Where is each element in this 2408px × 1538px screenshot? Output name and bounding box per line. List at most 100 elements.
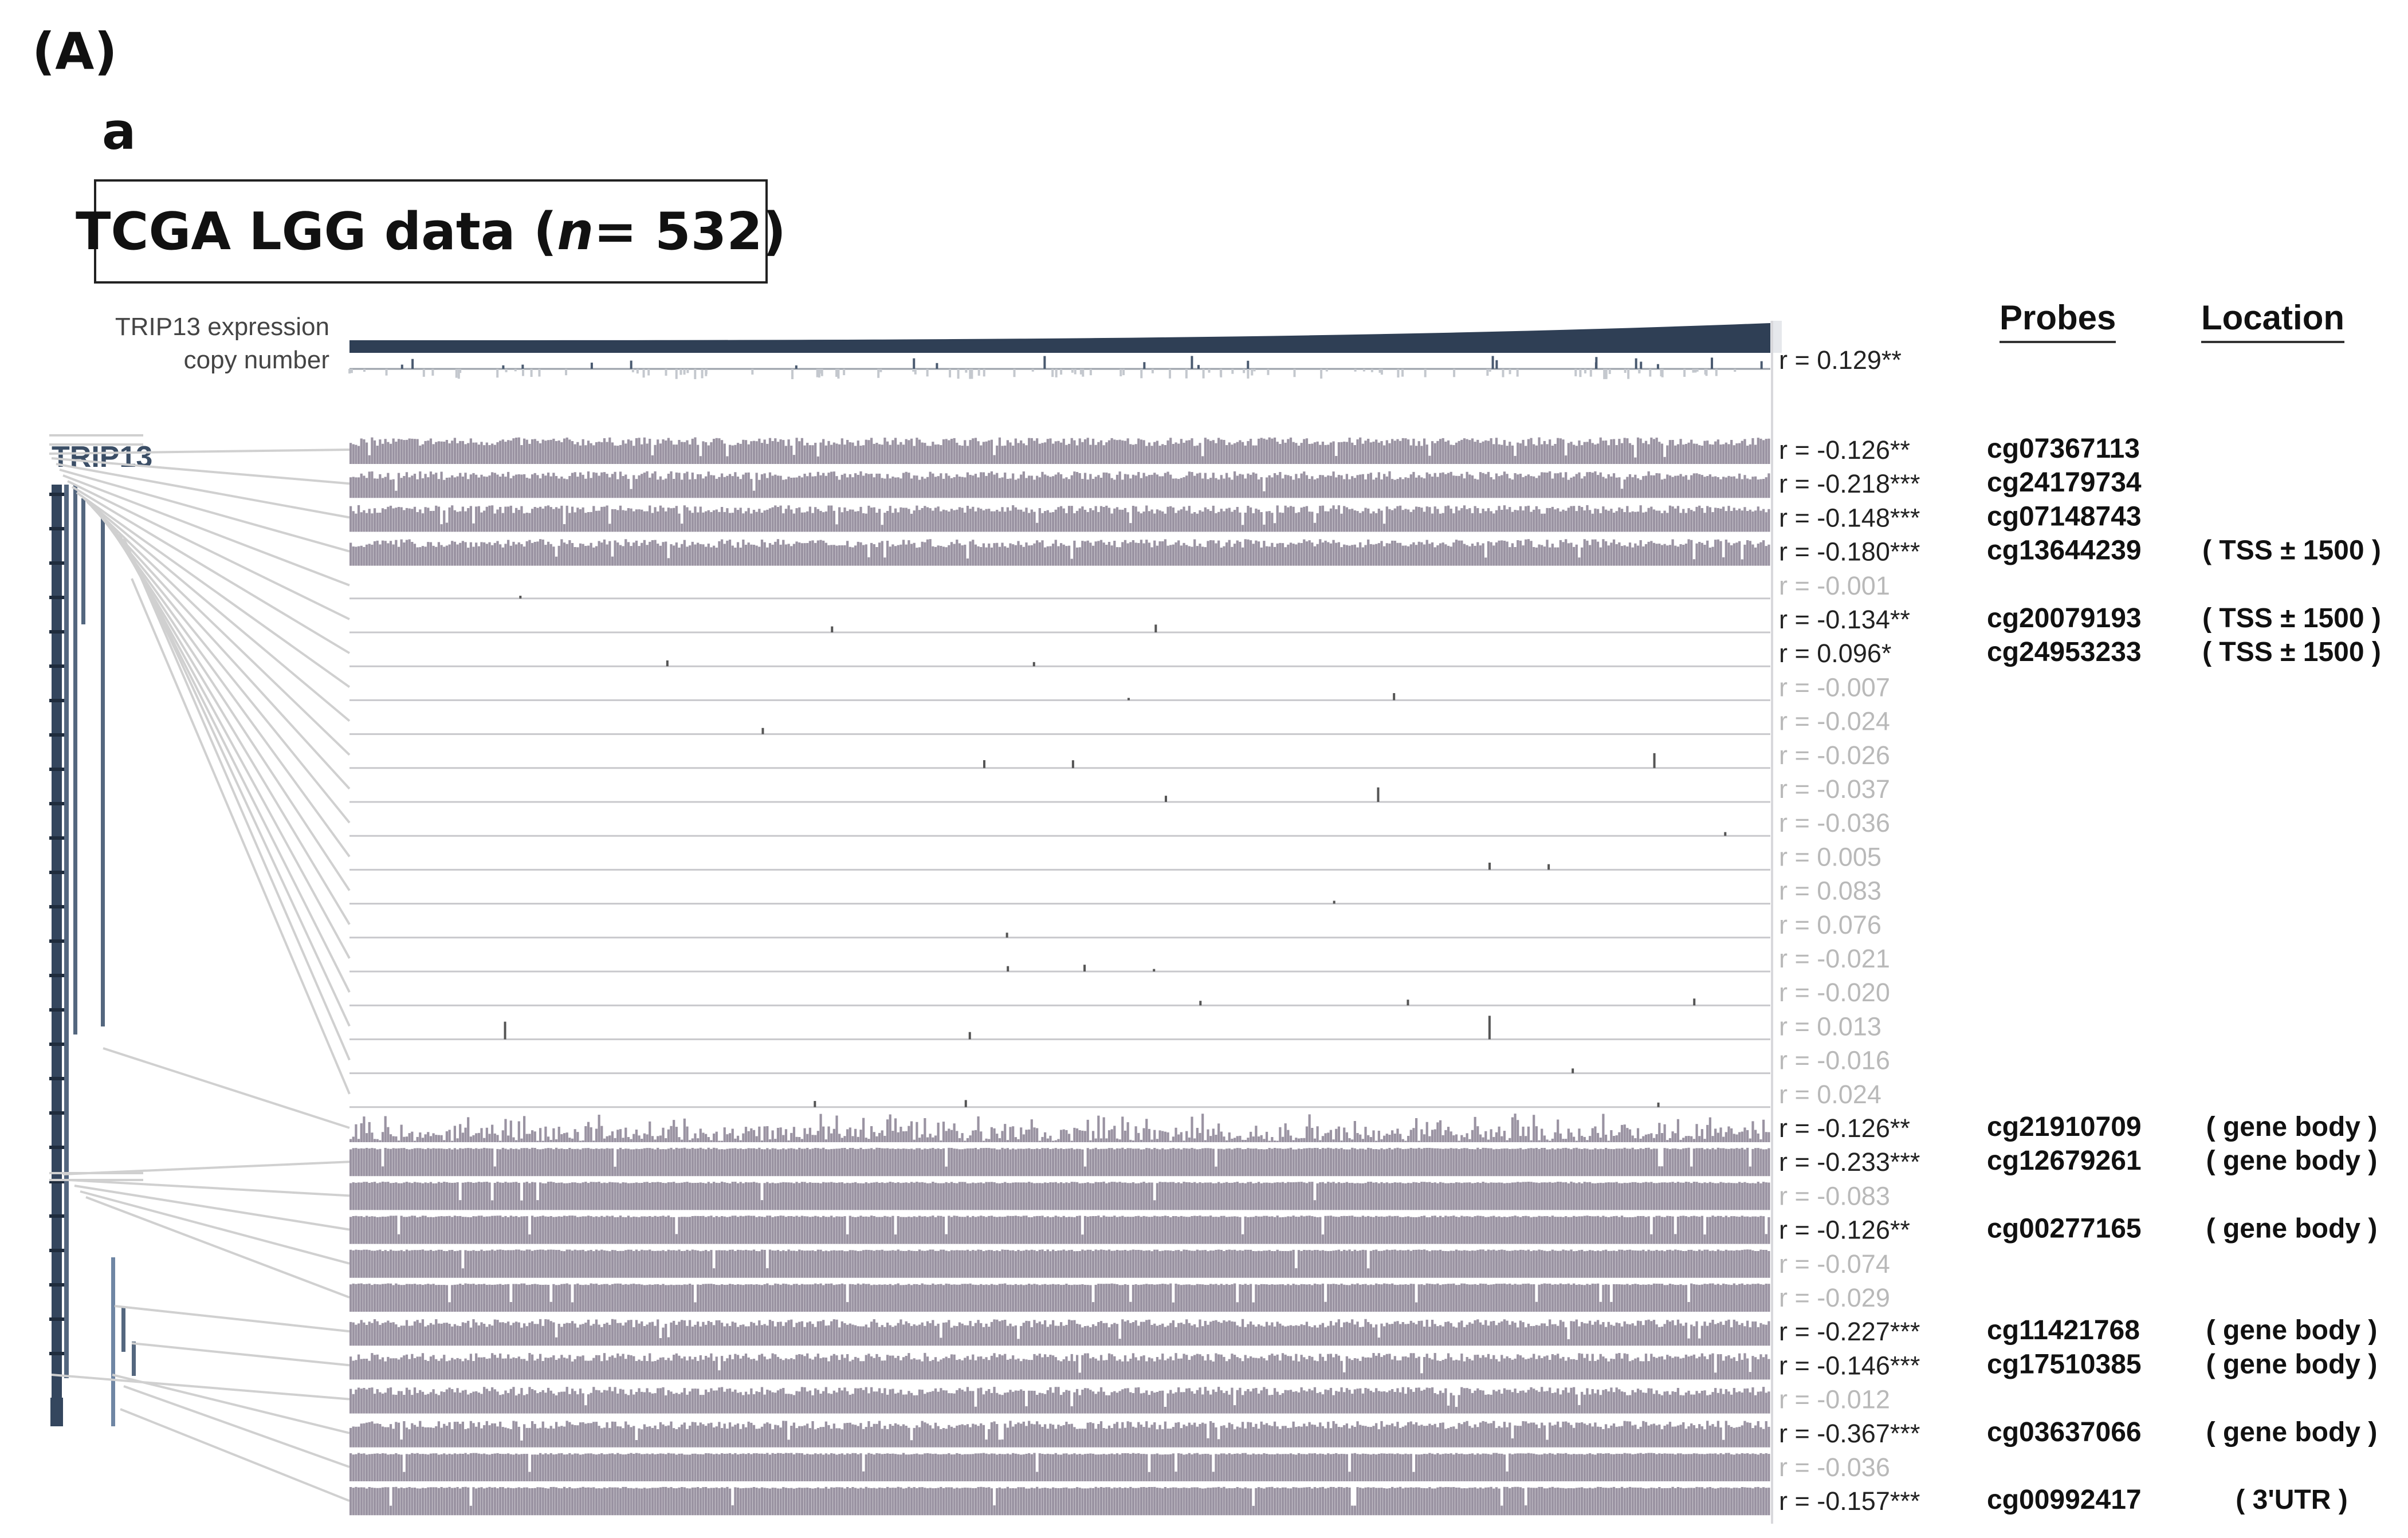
probe-connector <box>85 1196 350 1299</box>
correlation-label: r = -0.218*** <box>1779 469 1920 498</box>
methylation-bars <box>349 539 1770 566</box>
methylation-spike <box>1153 969 1156 971</box>
transcript-4 <box>81 498 85 624</box>
probe-id: cg07367113 <box>1987 434 2140 464</box>
transcript-7 <box>121 1306 125 1352</box>
methylation-spike <box>964 1100 967 1107</box>
correlation-label: r = -0.146*** <box>1779 1351 1920 1380</box>
correlation-label: r = 0.076 <box>1779 910 1881 939</box>
probe-connector <box>62 474 350 587</box>
probe-connector <box>80 1190 350 1265</box>
probe-connector <box>120 1408 350 1502</box>
correlation-label: r = -0.180*** <box>1779 537 1920 567</box>
exon-mark <box>49 1317 64 1321</box>
methylation-spike <box>1488 1016 1491 1040</box>
methylation-spike <box>1572 1068 1574 1073</box>
correlation-label: r = -0.367*** <box>1779 1419 1920 1448</box>
methylation-bars <box>349 505 1770 532</box>
correlation-label: r = -0.036 <box>1779 1453 1890 1482</box>
exon-mark <box>49 1214 64 1218</box>
exon-mark <box>49 733 64 737</box>
transcript-2 <box>64 485 69 1378</box>
probe-row: r = -0.157*** cg00992417 ( 3'UTR ) <box>120 1408 2348 1516</box>
methylation-spike <box>1007 966 1009 971</box>
methylation-spike <box>968 1032 971 1040</box>
probe-row: r = -0.227*** cg11421768 ( gene body ) <box>114 1305 2378 1346</box>
correlation-label: r = -0.126** <box>1779 1216 1910 1245</box>
probe-id: cg11421768 <box>1987 1315 2140 1346</box>
correlation-label: r = -0.016 <box>1779 1046 1890 1075</box>
methylation-bars <box>349 1249 1770 1278</box>
correlation-label: r = -0.074 <box>1779 1249 1890 1279</box>
exon-mark <box>49 939 64 943</box>
methylation-spike <box>1127 698 1130 701</box>
methylation-bars <box>349 1181 1770 1210</box>
correlation-label: r = 0.024 <box>1779 1080 1881 1109</box>
probe-location: ( TSS ± 1500 ) <box>2202 637 2381 667</box>
probe-location: ( gene body ) <box>2206 1214 2378 1244</box>
probe-id: cg13644239 <box>1987 536 2142 566</box>
exon-mark <box>49 1249 64 1252</box>
probe-row: r = -0.083 <box>68 1179 1890 1210</box>
correlation-label: r = 0.083 <box>1779 876 1881 906</box>
probe-row: r = -0.074 <box>80 1190 1890 1279</box>
probe-id: cg07148743 <box>1987 501 2142 532</box>
probe-row: r = -0.126** cg07367113 <box>49 434 2140 465</box>
correlation-label: r = -0.227*** <box>1779 1317 1920 1346</box>
methylation-spike <box>1393 693 1396 701</box>
methylation-spike <box>814 1101 816 1107</box>
gene-label: TRIP13 <box>52 440 153 474</box>
title-prefix: TCGA LGG data ( <box>76 201 557 262</box>
correlation-label: r = -0.021 <box>1779 944 1890 973</box>
probe-row: r = 0.013 <box>123 538 1881 1041</box>
probe-row: r = -0.146*** cg17510385 ( gene body ) <box>131 1342 2377 1380</box>
methylation-spike <box>519 595 522 599</box>
exon-mark <box>49 561 64 565</box>
copy-number-track-label: copy number <box>183 346 329 374</box>
methylation-spike <box>761 727 764 734</box>
exon-mark <box>49 493 64 496</box>
methylation-spike <box>1724 832 1727 836</box>
probe-row: r = -0.021 <box>113 529 1890 973</box>
probe-connector <box>131 578 351 1095</box>
probe-row: r = 0.083 <box>104 519 1881 906</box>
exon-mark <box>49 596 64 599</box>
probe-connector <box>123 538 351 1027</box>
title-suffix: = 532) <box>594 201 786 262</box>
exon-mark <box>49 1077 64 1080</box>
methylation-spike <box>1377 787 1380 802</box>
methylation-spike <box>504 1021 506 1040</box>
probe-row: r = -0.218*** cg24179734 <box>51 457 2142 498</box>
correlation-label: r = 0.005 <box>1779 842 1881 871</box>
correlation-label: r = -0.134** <box>1779 605 1910 634</box>
methylation-spike <box>831 626 834 632</box>
methylation-spike <box>1199 1001 1202 1006</box>
probe-connector <box>114 1305 350 1333</box>
methylation-bars <box>349 1453 1770 1481</box>
probe-row: r = -0.126** cg21910709 ( gene body ) <box>103 1047 2377 1143</box>
methylation-spike <box>1488 862 1491 870</box>
probe-id: cg00992417 <box>1987 1485 2142 1515</box>
probe-row: r = -0.026 <box>86 501 1890 770</box>
expression-track <box>349 321 1782 353</box>
probe-row: r = -0.007 <box>76 491 1890 702</box>
probe-location: ( 3'UTR ) <box>2236 1485 2347 1515</box>
chart-title-box: TCGA LGG data (n = 532) <box>76 179 786 284</box>
probe-connector <box>67 480 350 620</box>
probe-location: ( gene body ) <box>2206 1315 2378 1346</box>
transcript-main <box>52 485 62 1424</box>
probe-row: r = -0.134** cg20079193 ( TSS ± 1500 ) <box>67 480 2381 634</box>
location-header: Location <box>2201 298 2344 343</box>
probe-connector <box>91 505 351 790</box>
methylation-bars <box>349 1216 1770 1244</box>
probe-connector <box>68 1179 350 1197</box>
title-n: n <box>557 201 594 262</box>
correlation-label: r = -0.037 <box>1779 774 1890 804</box>
methylation-bars <box>349 1387 1770 1414</box>
correlation-label: r = 0.013 <box>1779 1012 1881 1041</box>
exon-mark <box>49 802 64 805</box>
probe-row: r = -0.180*** cg13644239 ( TSS ± 1500 ) <box>59 469 2381 567</box>
probe-connector <box>112 1374 350 1434</box>
exon-mark <box>49 1146 64 1149</box>
